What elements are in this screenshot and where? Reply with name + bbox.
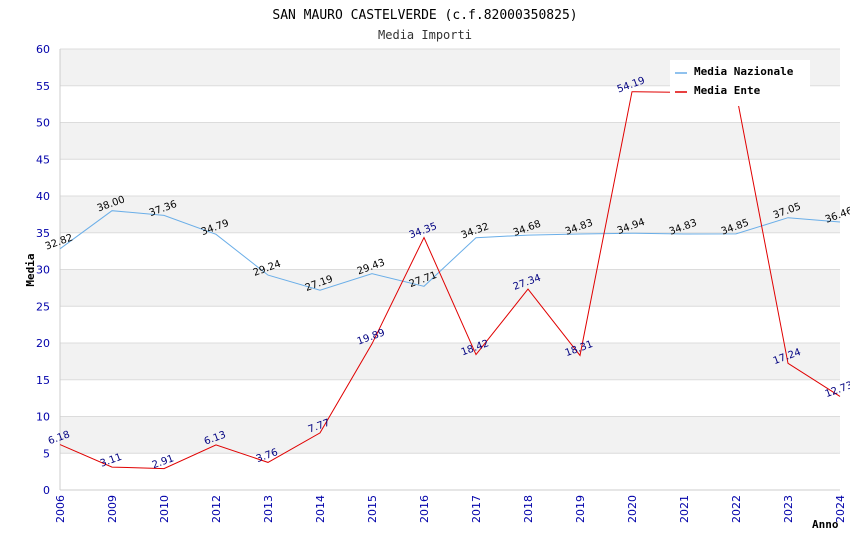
y-axis-label: Media bbox=[24, 253, 37, 286]
y-tick-label: 10 bbox=[36, 411, 50, 424]
y-tick-label: 20 bbox=[36, 337, 50, 350]
x-tick-label: 2022 bbox=[730, 495, 743, 523]
chart-subtitle: Media Importi bbox=[378, 28, 472, 42]
y-axis-ticks: 0 5 10 15 20 25 30 35 40 45 50 55 60 bbox=[36, 43, 50, 497]
x-tick-label: 2019 bbox=[574, 495, 587, 523]
legend-label-nazionale: Media Nazionale bbox=[694, 65, 794, 78]
x-axis-label: Anno bbox=[812, 518, 839, 531]
plot-band bbox=[60, 379, 840, 417]
x-tick-label: 2013 bbox=[262, 495, 275, 523]
x-tick-label: 2018 bbox=[522, 495, 535, 523]
legend: Media Nazionale Media Ente bbox=[670, 60, 810, 106]
legend-label-ente: Media Ente bbox=[694, 84, 761, 97]
chart-title: SAN MAURO CASTELVERDE (c.f.82000350825) bbox=[272, 8, 577, 23]
plot-band bbox=[60, 269, 840, 307]
y-tick-label: 0 bbox=[43, 484, 50, 497]
plot-band bbox=[60, 159, 840, 196]
x-tick-label: 2020 bbox=[626, 495, 639, 523]
x-tick-label: 2017 bbox=[470, 495, 483, 523]
plot-bands bbox=[59, 48, 840, 491]
plot-band bbox=[60, 343, 840, 380]
y-tick-label: 60 bbox=[36, 43, 50, 56]
y-tick-label: 45 bbox=[36, 153, 50, 166]
plot-band bbox=[60, 196, 840, 233]
y-tick-label: 55 bbox=[36, 80, 50, 93]
y-tick-label: 30 bbox=[36, 264, 50, 277]
series-line-nazionale bbox=[59, 210, 841, 291]
x-tick-label: 2024 bbox=[834, 495, 847, 523]
x-tick-label: 2012 bbox=[210, 495, 223, 523]
x-tick-label: 2010 bbox=[158, 495, 171, 523]
x-tick-label: 2009 bbox=[106, 495, 119, 523]
y-tick-label: 35 bbox=[36, 227, 50, 240]
y-tick-label: 25 bbox=[36, 300, 50, 313]
y-tick-label: 15 bbox=[36, 374, 50, 387]
plot-band bbox=[60, 306, 840, 343]
y-tick-label: 50 bbox=[36, 117, 50, 130]
y-tick-label: 5 bbox=[43, 447, 50, 460]
x-tick-label: 2014 bbox=[314, 495, 327, 523]
x-tick-label: 2021 bbox=[678, 495, 691, 523]
x-axis-ticks: 2006 2009 2010 2012 2013 2014 2015 2016 2017 2018… bbox=[54, 495, 847, 523]
plot-band bbox=[60, 122, 840, 160]
plot-band bbox=[60, 453, 840, 490]
x-tick-label: 2023 bbox=[782, 495, 795, 523]
plot-band bbox=[60, 232, 840, 270]
x-tick-label: 2016 bbox=[418, 495, 431, 523]
y-tick-label: 40 bbox=[36, 190, 50, 203]
x-tick-label: 2015 bbox=[366, 495, 379, 523]
plot-band bbox=[60, 416, 840, 454]
x-tick-label: 2006 bbox=[54, 495, 67, 523]
legend-box bbox=[670, 60, 810, 106]
